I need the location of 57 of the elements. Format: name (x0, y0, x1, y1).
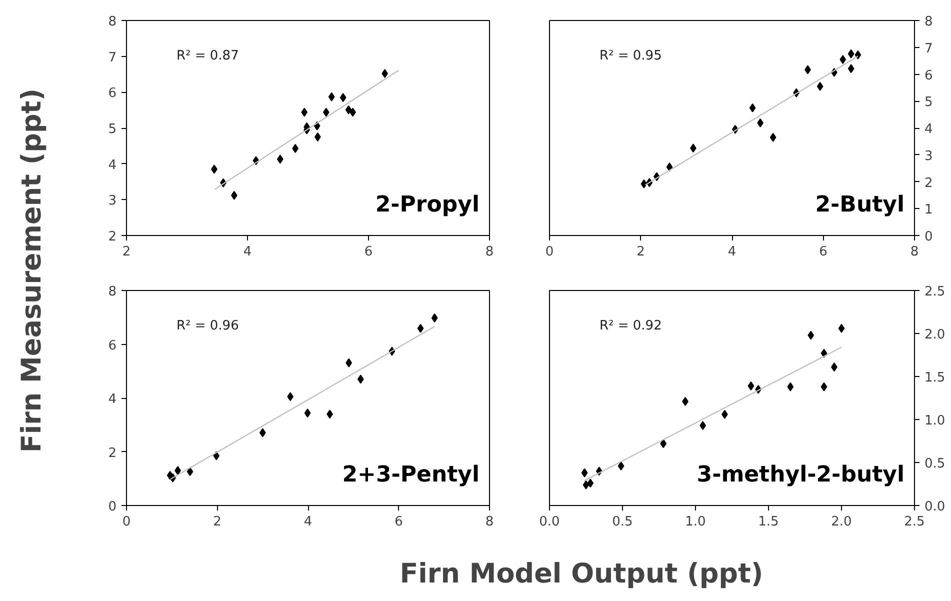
y2-tick-label: 7 (924, 41, 933, 56)
y-tick-label: 7 (108, 50, 117, 66)
y2-tick-label: 6 (924, 68, 933, 84)
y2-tick-label: 3 (924, 148, 933, 164)
x-tick-label: 1.0 (685, 514, 706, 530)
y-axis-title: Firn Measurement (ppt) (16, 88, 48, 453)
y2-tick-label: 1 (924, 202, 933, 218)
x-tick-label: 0 (122, 514, 131, 530)
y2-tick-label: 1.5 (924, 370, 946, 386)
y2-tick-label: 5 (924, 95, 933, 110)
y-tick-label: 3 (108, 194, 117, 209)
y-tick-label: 2 (108, 446, 117, 461)
y2-tick-label: 2 (924, 176, 933, 191)
y-tick-label: 8 (108, 14, 117, 30)
y-tick-label: 4 (108, 392, 117, 407)
x-tick-label: 2.0 (831, 514, 852, 530)
y2-tick-label: 0 (924, 230, 933, 244)
x-axis-title: Firn Model Output (ppt) (400, 558, 764, 590)
y2-tick-label: 0.5 (924, 456, 946, 472)
x-tick-label: 8 (485, 244, 494, 260)
x-tick-label: 4 (304, 514, 312, 530)
y-tick-label: 8 (108, 284, 117, 300)
y-tick-label: 0 (108, 500, 117, 514)
x-tick-label: 4 (728, 244, 736, 260)
y2-tick-label: 2.5 (924, 284, 946, 300)
x-tick-label: 0.5 (612, 514, 633, 530)
x-tick-label: 2.5 (904, 514, 925, 530)
x-tick-label: 4 (243, 244, 252, 260)
annotation: R² = 0.92 (600, 318, 662, 334)
x-tick-label: 6 (394, 514, 403, 530)
x-tick-label: 2 (213, 514, 222, 530)
x-tick-label: 6 (819, 244, 828, 260)
y2-tick-label: 8 (924, 14, 933, 30)
annotation: R² = 0.96 (176, 318, 239, 334)
y2-tick-label: 2.0 (924, 328, 946, 342)
x-tick-label: 8 (910, 244, 919, 260)
y2-tick-label: 0.0 (924, 500, 946, 514)
y-tick-label: 6 (108, 86, 117, 102)
x-tick-label: 0 (545, 244, 554, 260)
text: 2-Propyl (375, 192, 480, 218)
x-tick-label: 0.0 (539, 514, 560, 530)
x-tick-label: 6 (364, 244, 373, 260)
text: 2+3-Pentyl (342, 462, 480, 488)
y-tick-label: 5 (108, 122, 117, 137)
y-tick-label: 4 (108, 158, 117, 173)
y-tick-label: 2 (108, 230, 117, 244)
text: 3-methyl-2-butyl (696, 462, 905, 488)
x-tick-label: 8 (485, 514, 494, 530)
text: 2-Butyl (815, 192, 905, 218)
annotation: R² = 0.95 (600, 48, 662, 64)
y-tick-label: 6 (108, 338, 117, 354)
x-tick-label: 2 (636, 244, 645, 260)
x-tick-label: 2 (122, 244, 131, 260)
x-tick-label: 1.5 (758, 514, 779, 530)
annotation: R² = 0.87 (176, 48, 239, 64)
y2-tick-label: 1.0 (924, 414, 946, 428)
y2-tick-label: 4 (924, 122, 933, 137)
